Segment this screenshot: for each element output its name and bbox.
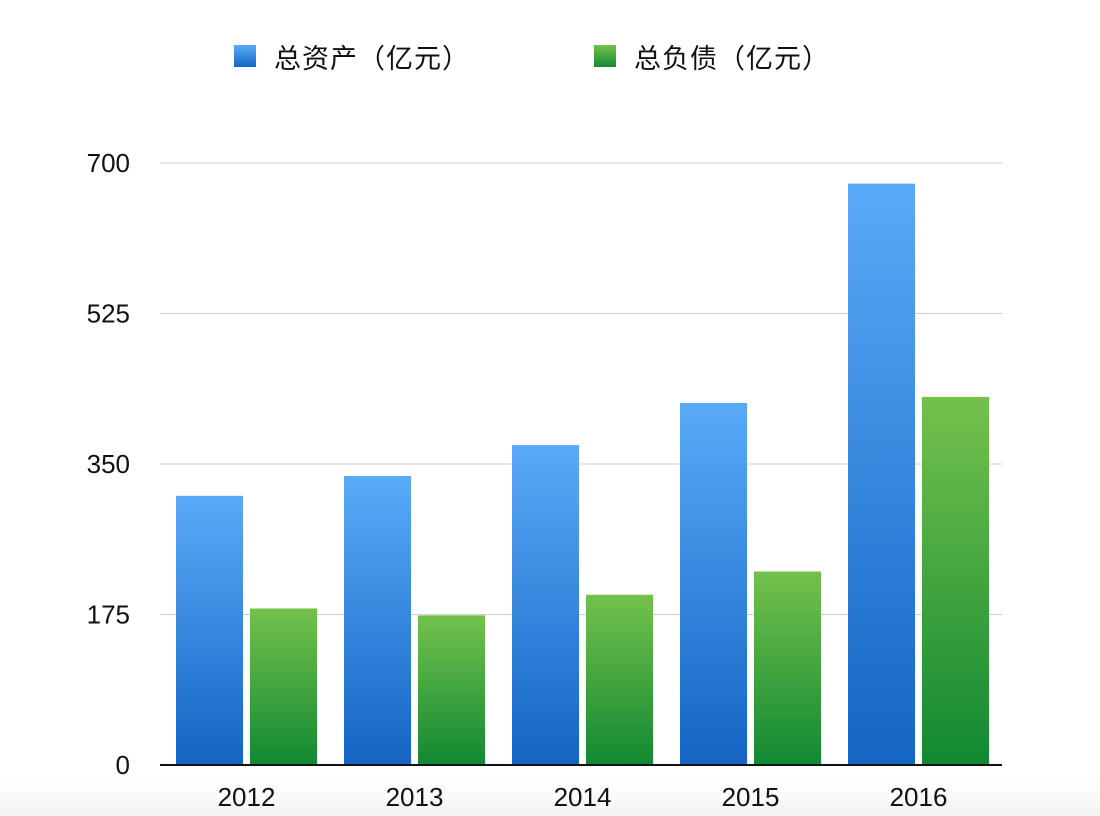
legend-swatch-total-liabilities (594, 45, 616, 67)
legend-swatch-total-assets (234, 45, 256, 67)
y-tick-label: 350 (87, 449, 130, 479)
legend-label-total-liabilities: 总负债（亿元） (634, 43, 830, 75)
bar-total-assets-2014 (512, 445, 579, 765)
bar-total-liabilities-2012 (250, 608, 317, 765)
legend-label-total-assets: 总资产（亿元） (274, 43, 470, 75)
x-axis-tick-labels: 2012 2013 2014 2015 2016 (218, 782, 948, 812)
x-tick-label: 2012 (218, 782, 276, 812)
x-tick-label: 2014 (554, 782, 612, 812)
bar-total-liabilities-2016 (922, 396, 989, 765)
y-tick-label: 525 (87, 299, 130, 329)
x-tick-label: 2015 (722, 782, 780, 812)
bar-total-assets-2016 (848, 183, 915, 765)
bars (176, 183, 989, 765)
bar-total-assets-2015 (680, 402, 747, 765)
legend-item-total-liabilities: 总负债（亿元） (594, 38, 830, 75)
y-axis-tick-labels: 0 175 350 525 700 (87, 148, 130, 780)
y-tick-label: 175 (87, 600, 130, 630)
legend: 总资产（亿元） 总负债（亿元） (0, 38, 1100, 75)
bar-total-assets-2012 (176, 495, 243, 765)
x-tick-label: 2016 (890, 782, 948, 812)
bar-total-assets-2013 (344, 476, 411, 765)
bar-total-liabilities-2014 (586, 594, 653, 765)
x-tick-label: 2013 (386, 782, 444, 812)
y-tick-label: 0 (116, 750, 130, 780)
bar-total-liabilities-2015 (754, 571, 821, 765)
bar-total-liabilities-2013 (418, 615, 485, 765)
legend-item-total-assets: 总资产（亿元） (234, 38, 470, 75)
y-tick-label: 700 (87, 148, 130, 178)
